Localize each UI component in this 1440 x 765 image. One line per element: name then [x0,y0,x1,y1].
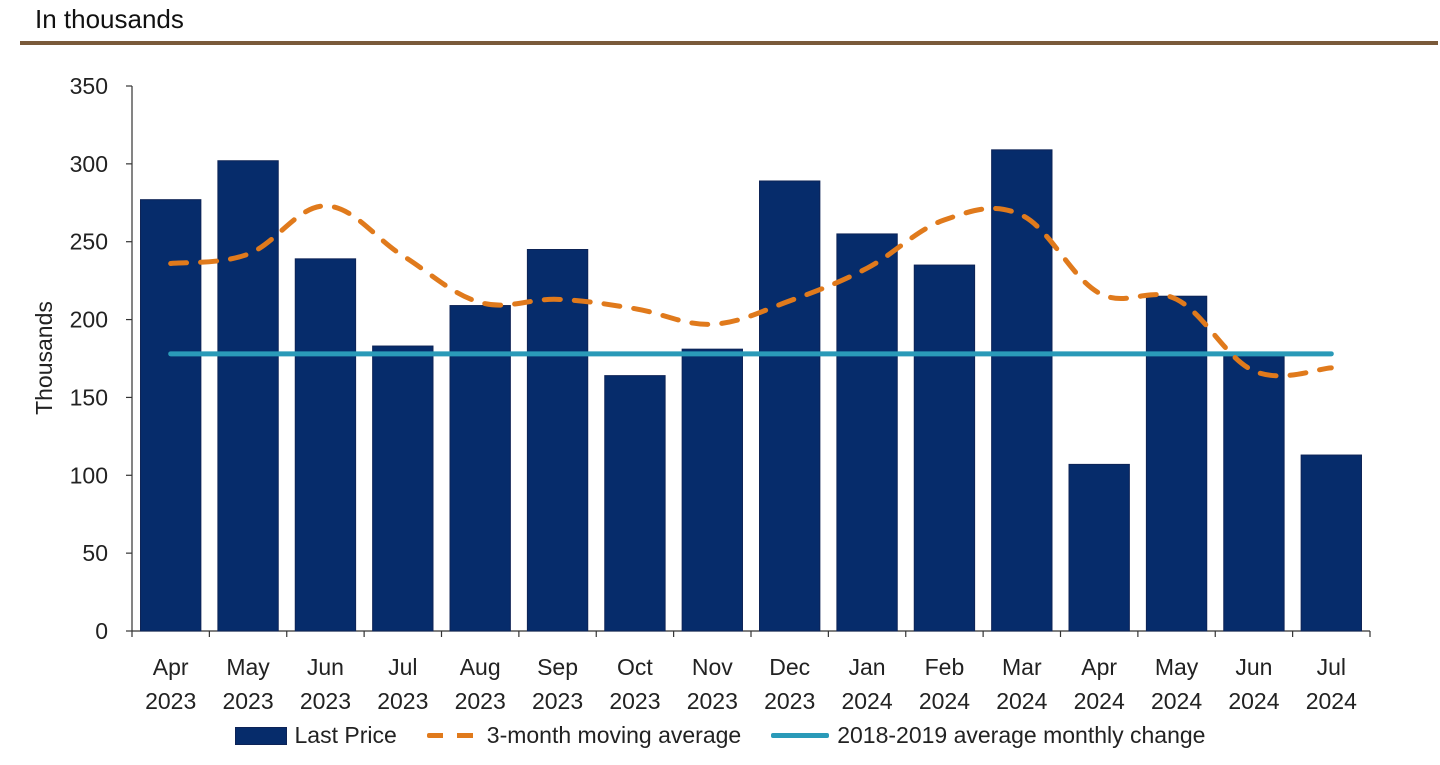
legend-swatch-solid-line [771,733,830,738]
y-tick-label: 150 [70,384,108,410]
y-tick-label: 250 [70,229,108,255]
x-tick-label-month: May [226,654,270,680]
y-tick-label: 350 [70,73,108,99]
bar [449,305,511,632]
x-tick-label-year: 2023 [222,688,273,714]
chart-title: In thousands [35,4,184,34]
x-tick-label-month: Jun [1235,654,1272,680]
x-tick-label-month: Mar [1002,654,1042,680]
x-tick-label-year: 2023 [145,688,196,714]
y-tick-label: 0 [95,618,108,644]
x-tick-label-month: Jan [849,654,886,680]
x-tick-label-year: 2024 [919,688,970,714]
x-tick-label-month: Dec [769,654,810,680]
moving-average-line [168,203,1334,379]
x-tick-label-year: 2023 [300,688,351,714]
chart-area: 0 50 100 150 200 250 300 350 Apr 2023 May 2023 Jun 2… [31,73,1371,714]
bar [1223,354,1285,632]
x-tick-label-month: Jun [307,654,344,680]
x-axis: Apr 2023 May 2023 Jun 2023 Jul 2023 Aug 2023 Sep 20… [131,630,1371,714]
legend-item-benchmark: 2018-2019 average monthly change [771,722,1205,749]
x-tick-label-month: Apr [1081,654,1117,680]
x-tick-label-year: 2023 [687,688,738,714]
x-tick-label-month: Sep [537,654,578,680]
bar [759,180,821,632]
x-tick-label-year: 2023 [609,688,660,714]
legend-label: 3-month moving average [486,722,742,748]
x-tick-label-year: 2024 [996,688,1047,714]
bar [1300,454,1362,632]
bar [1068,463,1130,632]
legend-swatch-bar [234,726,287,745]
legend-item-moving-average: 3-month moving average [426,722,742,749]
bar [294,258,357,632]
x-tick-label-year: 2024 [1228,688,1279,714]
x-tick-label-month: Jul [1317,654,1346,680]
legend-swatch-dashed-line [426,733,479,738]
y-tick-label: 200 [70,307,108,333]
bar [372,345,434,632]
bar [913,264,976,632]
y-axis-title: Thousands [31,301,57,415]
bar [526,249,589,632]
x-tick-label-month: May [1155,654,1199,680]
x-tick-label-year: 2024 [1151,688,1202,714]
bar [140,199,202,632]
header-divider [20,41,1438,45]
legend: Last Price 3-month moving average 2018-2… [0,722,1440,749]
x-tick-label-month: Apr [153,654,189,680]
bar [681,348,743,632]
bar [991,149,1053,632]
bar [836,233,898,632]
x-tick-label-year: 2023 [377,688,428,714]
x-tick-label-year: 2023 [764,688,815,714]
bar-series [140,149,1362,632]
legend-item-last-price: Last Price [234,722,397,749]
x-tick-label-year: 2023 [532,688,583,714]
bar [217,160,279,632]
x-tick-label-year: 2024 [1074,688,1125,714]
legend-label: Last Price [294,722,397,748]
y-axis: 0 50 100 150 200 250 300 350 [70,73,133,644]
y-tick-label: 100 [70,462,108,488]
x-tick-label-year: 2024 [841,688,892,714]
x-tick-label-month: Jul [388,654,417,680]
x-tick-label-month: Aug [460,654,501,680]
x-tick-label-year: 2023 [455,688,506,714]
x-tick-label-month: Feb [925,654,965,680]
line-series [168,203,1334,379]
x-tick-label-month: Oct [617,654,653,680]
x-tick-label-month: Nov [692,654,733,680]
y-tick-label: 300 [70,151,108,177]
bar [604,375,666,632]
bar [1145,295,1208,632]
legend-label: 2018-2019 average monthly change [837,722,1206,748]
y-tick-label: 50 [82,540,108,566]
x-tick-label-year: 2024 [1306,688,1357,714]
